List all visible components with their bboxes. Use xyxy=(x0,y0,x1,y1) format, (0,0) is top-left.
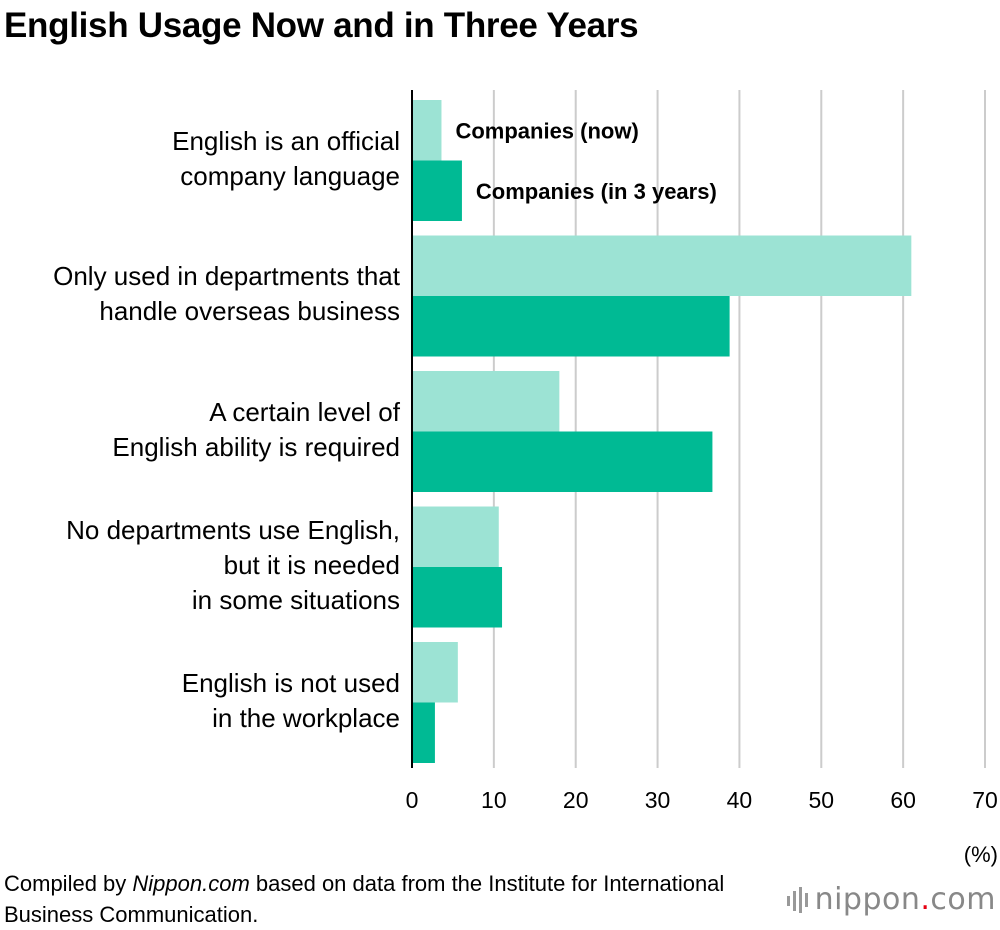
legend-future: Companies (in 3 years) xyxy=(476,179,717,204)
x-tick-label: 20 xyxy=(563,787,589,813)
category-label: English is an official company language xyxy=(0,124,400,194)
legend-now: Companies (now) xyxy=(455,118,638,143)
bar-now xyxy=(412,506,499,567)
bar-now xyxy=(412,642,458,703)
source-site: Nippon.com xyxy=(132,871,250,896)
x-tick-label: 40 xyxy=(727,787,753,813)
category-label-line: A certain level of xyxy=(209,396,400,427)
unit-label: (%) xyxy=(963,842,998,867)
category-label-line: in the workplace xyxy=(212,702,400,733)
category-label-line: Only used in departments that xyxy=(53,261,400,291)
chart-title: English Usage Now and in Three Years xyxy=(4,6,639,45)
category-label: Only used in departments that handle over… xyxy=(0,259,400,329)
source-suffix: based on data from the Institute for Int… xyxy=(4,871,725,927)
source-prefix: Compiled by xyxy=(4,871,133,896)
logo-bars-icon xyxy=(786,886,808,913)
category-label-line: English ability is required xyxy=(112,431,400,462)
x-tick-label: 10 xyxy=(481,787,507,813)
logo-text-after: com xyxy=(930,882,996,917)
bar-future xyxy=(412,567,503,628)
category-label-line: handle overseas business xyxy=(99,296,400,326)
bar-future xyxy=(412,160,462,221)
category-label-line: but it is needed xyxy=(223,549,400,580)
bar-now xyxy=(412,100,442,161)
category-label-line: English is an official xyxy=(172,125,400,156)
category-label: No departments use English, but it is nee… xyxy=(0,513,400,618)
x-tick-label: 60 xyxy=(890,787,916,813)
bar-future xyxy=(412,431,713,492)
bar-now xyxy=(412,235,912,296)
x-tick-label: 70 xyxy=(972,787,998,813)
bar-future xyxy=(412,702,435,763)
bar-now xyxy=(412,371,560,432)
category-label: A certain level of English ability is req… xyxy=(0,395,400,465)
logo-dot: . xyxy=(920,882,931,917)
category-label-line: company language xyxy=(180,160,400,191)
x-tick-label: 0 xyxy=(406,787,419,813)
x-tick-label: 30 xyxy=(645,787,671,813)
category-label-line: in some situations xyxy=(191,584,400,615)
category-label-line: English is not used xyxy=(181,667,400,698)
x-tick-label: 50 xyxy=(808,787,834,813)
bar-future xyxy=(412,296,730,357)
bar-chart: 0 10 20 30 40 50 60 70 Companies (now) Companies … xyxy=(406,90,998,813)
logo-text-before: nippon xyxy=(814,882,921,917)
category-label-line: No departments use English, xyxy=(66,514,400,545)
category-label: English is not used in the workplace xyxy=(0,666,400,736)
source-note: Compiled by Nippon.com based on data fro… xyxy=(4,868,764,930)
nippon-logo: nippon. com xyxy=(786,882,996,917)
